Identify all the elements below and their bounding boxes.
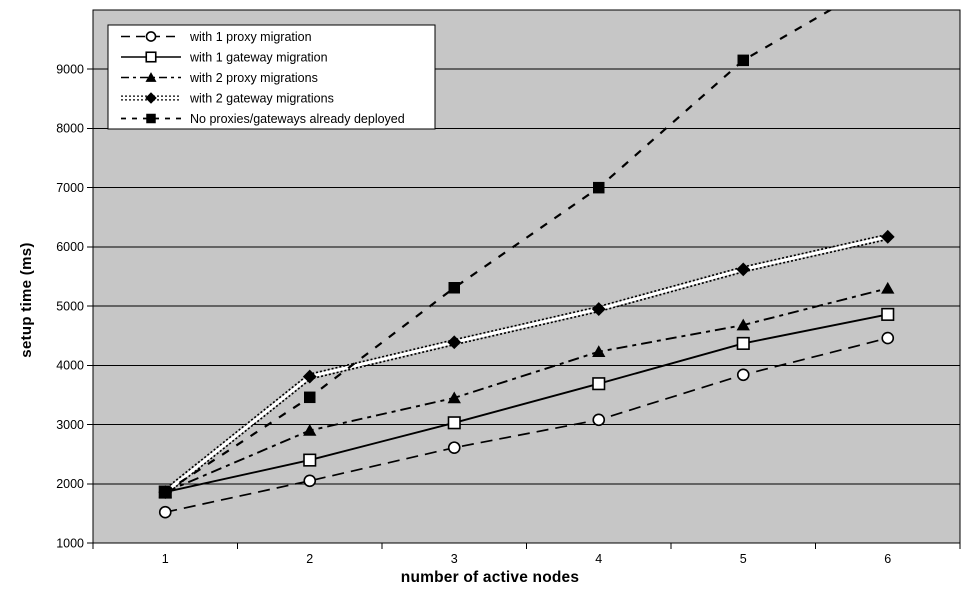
x-tick-label: 6 [884,552,891,566]
y-tick-label: 9000 [56,63,84,77]
filled-triangle-marker [303,424,317,436]
filled-triangle-marker [447,391,461,404]
x-axis-title: number of active nodes [400,569,580,586]
y-tick-label: 8000 [56,122,84,136]
open-square-marker [592,377,606,391]
open-circle-marker [592,413,606,427]
legend-label: with 1 gateway migration [189,50,328,64]
filled-diamond-marker [145,92,157,104]
open-circle-marker [736,368,750,382]
filled-square-marker [448,282,460,294]
filled-triangle-marker [736,318,750,331]
y-tick-label: 3000 [56,418,84,432]
filled-diamond-marker [880,229,895,244]
x-tick-label: 2 [306,552,313,566]
legend-label: with 2 gateway migrations [189,91,334,105]
x-tick-label: 3 [451,552,458,566]
filled-diamond-marker [447,335,462,350]
y-tick-label: 7000 [56,181,84,195]
filled-triangle-marker [145,72,157,82]
x-axis: 1 2 3 4 5 6 [92,543,961,566]
legend-entry: with 2 proxy migrations [121,71,318,85]
filled-square-marker [146,113,156,124]
legend: with 1 proxy migration with 1 gateway mig… [107,24,436,130]
legend-label: with 2 proxy migrations [189,71,318,85]
y-axis-title: setup time (ms) [18,242,35,358]
filled-diamond-marker [591,302,606,316]
y-tick-label: 2000 [56,477,84,491]
filled-triangle-marker [592,345,606,358]
y-tick-label: 4000 [56,359,84,373]
filled-square-marker [737,54,749,67]
x-tick-label: 5 [740,552,747,566]
filled-square-marker [304,391,316,404]
series-2-line [165,313,888,493]
series-4-line [164,235,889,494]
open-circle-marker [158,505,172,519]
filled-diamond-marker [302,369,317,384]
open-circle-marker [145,31,157,42]
legend-entry: with 1 proxy migration [121,30,312,44]
open-circle-marker [447,441,461,454]
open-circle-marker [303,474,317,488]
series-4 [158,229,895,499]
legend-entry: with 1 gateway migration [121,50,328,64]
open-square-marker [881,307,895,321]
filled-triangle-marker [881,281,895,294]
series-1 [158,331,895,519]
legend-entry: with 2 gateway migrations [121,91,334,105]
series-5 [159,10,833,498]
open-square-marker [447,416,461,430]
series-3-line [164,287,888,493]
open-square-marker [303,453,317,467]
legend-entry: No proxies/gateways already deployed [121,112,405,126]
x-tick-label: 4 [595,552,602,566]
legend-label: with 1 proxy migration [189,30,312,44]
y-tick-label: 5000 [56,299,84,313]
y-tick-label: 1000 [56,536,84,550]
filled-diamond-marker [736,262,751,277]
open-square-marker [736,336,750,350]
open-circle-marker [881,331,895,345]
series-1-line [165,337,888,514]
series-group [158,10,895,519]
legend-label: No proxies/gateways already deployed [190,112,405,126]
x-tick-label: 1 [162,552,169,566]
series-5-line [164,10,833,493]
filled-square-marker [159,486,171,498]
open-square-marker [145,51,157,63]
gridlines: 1000 2000 3000 4000 5000 6000 7000 8000 9000 [56,63,960,550]
y-tick-label: 6000 [56,240,84,254]
filled-square-marker [593,181,605,194]
